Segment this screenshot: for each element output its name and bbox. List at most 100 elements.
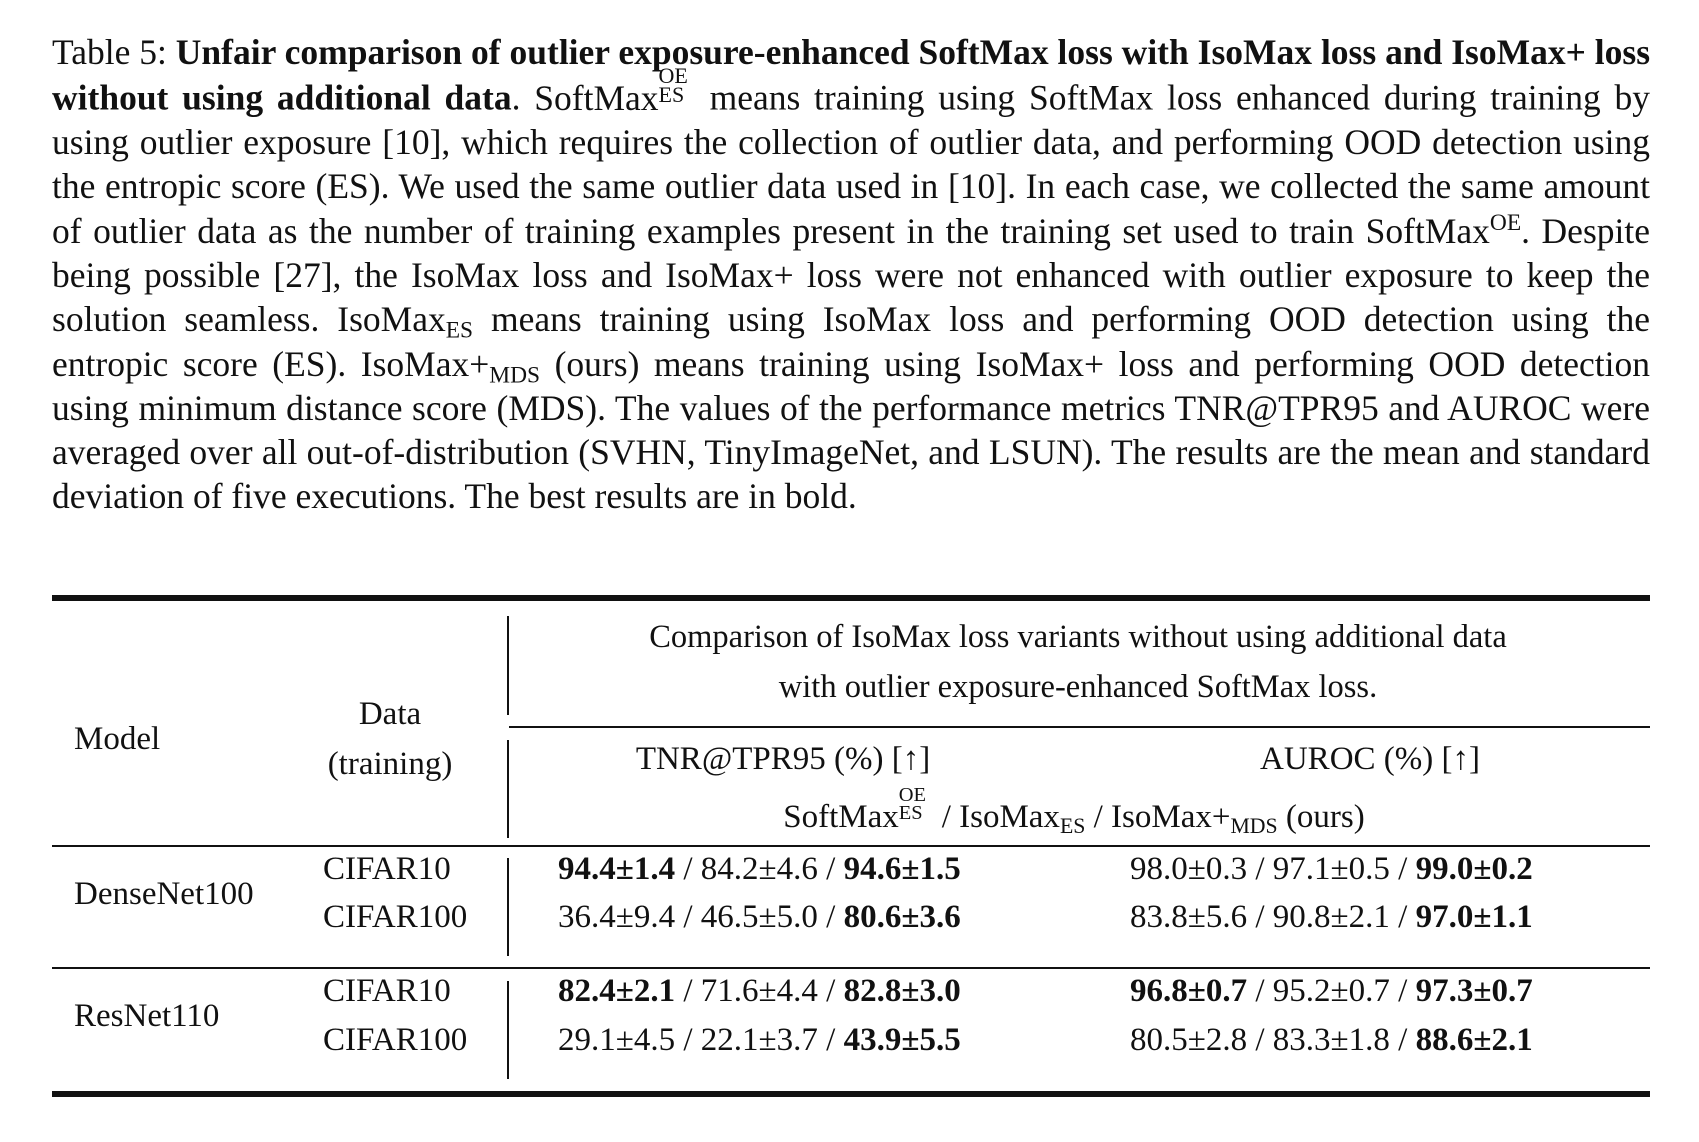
- term-isomax-sub: ES: [445, 317, 474, 344]
- caption-text-1: means training using SoftMax loss enhanc…: [52, 77, 1650, 251]
- tnr-value: 22.1±3.7: [700, 1022, 818, 1058]
- header-softmax: SoftMax: [783, 799, 899, 835]
- term-es-sub: ES: [658, 81, 685, 107]
- header-data-line2: (training): [327, 746, 453, 782]
- vertical-rule-header-top: [507, 616, 509, 715]
- caption-bold-title: Unfair comparison of outlier exposure-en…: [52, 32, 1650, 118]
- auroc-value: 96.8±0.7: [1130, 973, 1248, 1009]
- header-group-line2: with outlier exposure-enhanced SoftMax l…: [778, 669, 1378, 705]
- isomax-es-term: IsoMaxES: [337, 299, 473, 342]
- bottom-rule: [52, 1091, 1650, 1097]
- term-isomax: IsoMax: [337, 299, 446, 340]
- auroc-value: 98.0±0.3: [1130, 851, 1248, 887]
- tnr-value: 82.8±3.0: [843, 973, 961, 1009]
- auroc-value: 80.5±2.8: [1130, 1022, 1248, 1058]
- header-sep1: /: [933, 799, 960, 835]
- vertical-rule-block1: [507, 858, 509, 956]
- tnr-cell-row1: 94.4±1.4 / 84.2±4.6 / 94.6±1.5: [558, 853, 961, 886]
- value-sep: /: [817, 1022, 844, 1058]
- value-sep: /: [1247, 1022, 1273, 1058]
- header-isomax-sub: ES: [1059, 814, 1086, 839]
- header-softmax-sup: OE: [898, 784, 927, 807]
- caption-text-2: . Despite being possible [27], the IsoMa…: [52, 210, 1650, 340]
- model-resnet110: ResNet110: [74, 998, 220, 1034]
- value-sep: /: [1389, 851, 1416, 887]
- value-sep: /: [1247, 851, 1273, 887]
- auroc-value: 97.3±0.7: [1415, 973, 1533, 1009]
- value-sep: /: [675, 899, 701, 935]
- results-table: Model Data (training) Comparison of IsoM…: [52, 595, 1650, 1105]
- tnr-value: 80.6±3.6: [843, 899, 961, 935]
- term-isomaxplus-sub: MDS: [489, 362, 541, 389]
- header-methods: SoftMax OE ES / IsoMaxES / IsoMax+MDS (our…: [783, 785, 1365, 837]
- term-oe-sup: OE: [658, 63, 688, 89]
- value-sep: /: [1247, 973, 1273, 1009]
- auroc-value: 97.1±0.5: [1272, 851, 1390, 887]
- tnr-value: 36.4±9.4: [558, 899, 676, 935]
- tnr-cell-row2: 36.4±9.4 / 46.5±5.0 / 80.6±3.6: [558, 901, 961, 934]
- auroc-value: 83.3±1.8: [1272, 1022, 1390, 1058]
- header-softmax-sub: ES: [898, 801, 923, 824]
- auroc-cell-row2: 83.8±5.6 / 90.8±2.1 / 97.0±1.1: [1130, 901, 1533, 934]
- caption-label: Table 5:: [52, 32, 167, 72]
- header-sep2: /: [1085, 799, 1112, 835]
- value-sep: /: [675, 851, 701, 887]
- value-sep: /: [1247, 899, 1273, 935]
- header-ours: (ours): [1277, 799, 1365, 835]
- value-sep: /: [817, 851, 844, 887]
- value-sep: /: [675, 973, 701, 1009]
- tnr-value: 71.6±4.4: [700, 973, 818, 1009]
- caption-bold-title-text: Unfair comparison of outlier exposure-en…: [52, 32, 1651, 118]
- value-sep: /: [817, 973, 844, 1009]
- tnr-cell-row4: 29.1±4.5 / 22.1±3.7 / 43.9±5.5: [558, 1024, 961, 1057]
- tnr-value: 84.2±4.6: [700, 851, 818, 887]
- table-caption: Table 5: Unfair comparison of outlier ex…: [52, 30, 1650, 519]
- tnr-value: 29.1±4.5: [558, 1022, 676, 1058]
- value-sep: /: [675, 1022, 701, 1058]
- tnr-value: 82.4±2.1: [558, 973, 676, 1009]
- group-separator-rule: [52, 967, 1650, 969]
- tnr-value: 43.9±5.5: [843, 1022, 961, 1058]
- auroc-value: 83.8±5.6: [1130, 899, 1248, 935]
- vertical-rule-block2: [507, 981, 509, 1079]
- tnr-value: 46.5±5.0: [700, 899, 818, 935]
- term-softmax: SoftMax: [534, 77, 659, 118]
- data-cell-row4: CIFAR100: [323, 1022, 468, 1058]
- header-metric-tnr: TNR@TPR95 (%) [↑]: [635, 741, 931, 777]
- caption-text-3: means training using IsoMax loss and per…: [52, 299, 1650, 384]
- auroc-value: 95.2±0.7: [1272, 973, 1390, 1009]
- header-isomaxplus-sub: MDS: [1230, 814, 1278, 839]
- auroc-cell-row1: 98.0±0.3 / 97.1±0.5 / 99.0±0.2: [1130, 853, 1533, 886]
- value-sep: /: [1389, 973, 1416, 1009]
- auroc-value: 97.0±1.1: [1415, 899, 1533, 935]
- header-rule: [52, 845, 1650, 847]
- group-cmidrule: [509, 726, 1650, 728]
- model-densenet100: DenseNet100: [74, 876, 254, 912]
- auroc-cell-row4: 80.5±2.8 / 83.3±1.8 / 88.6±2.1: [1130, 1024, 1533, 1057]
- value-sep: /: [817, 899, 844, 935]
- header-isomaxplus: IsoMax+: [1111, 799, 1231, 835]
- auroc-cell-row3: 96.8±0.7 / 95.2±0.7 / 97.3±0.7: [1130, 975, 1533, 1008]
- caption-text-4: (ours) means training using IsoMax+ loss…: [52, 343, 1650, 517]
- tnr-value: 94.6±1.5: [843, 851, 961, 887]
- auroc-value: 99.0±0.2: [1415, 851, 1533, 887]
- softmax-oe-es-term: SoftMax OE ES: [534, 65, 696, 118]
- value-sep: /: [1389, 1022, 1416, 1058]
- header-isomax: IsoMax: [959, 799, 1060, 835]
- vertical-rule-header-bottom: [507, 740, 509, 838]
- header-model: Model: [74, 721, 161, 757]
- header-group-line1: Comparison of IsoMax loss variants witho…: [649, 619, 1507, 655]
- value-sep: /: [1389, 899, 1416, 935]
- data-cell-row3: CIFAR10: [323, 973, 451, 1009]
- auroc-value: 90.8±2.1: [1272, 899, 1390, 935]
- auroc-value: 88.6±2.1: [1415, 1022, 1533, 1058]
- term-isomaxplus: IsoMax+: [360, 343, 490, 384]
- caption-period: .: [511, 77, 521, 118]
- tnr-cell-row3: 82.4±2.1 / 71.6±4.4 / 82.8±3.0: [558, 975, 961, 1008]
- term-softmax-2: SoftMax: [1365, 210, 1490, 251]
- header-data-line1: Data: [358, 696, 422, 732]
- term-oe-sup-2: OE: [1489, 209, 1522, 236]
- top-rule: [52, 595, 1650, 601]
- data-cell-row1: CIFAR10: [323, 851, 451, 887]
- header-metric-auroc: AUROC (%) [↑]: [1260, 741, 1480, 777]
